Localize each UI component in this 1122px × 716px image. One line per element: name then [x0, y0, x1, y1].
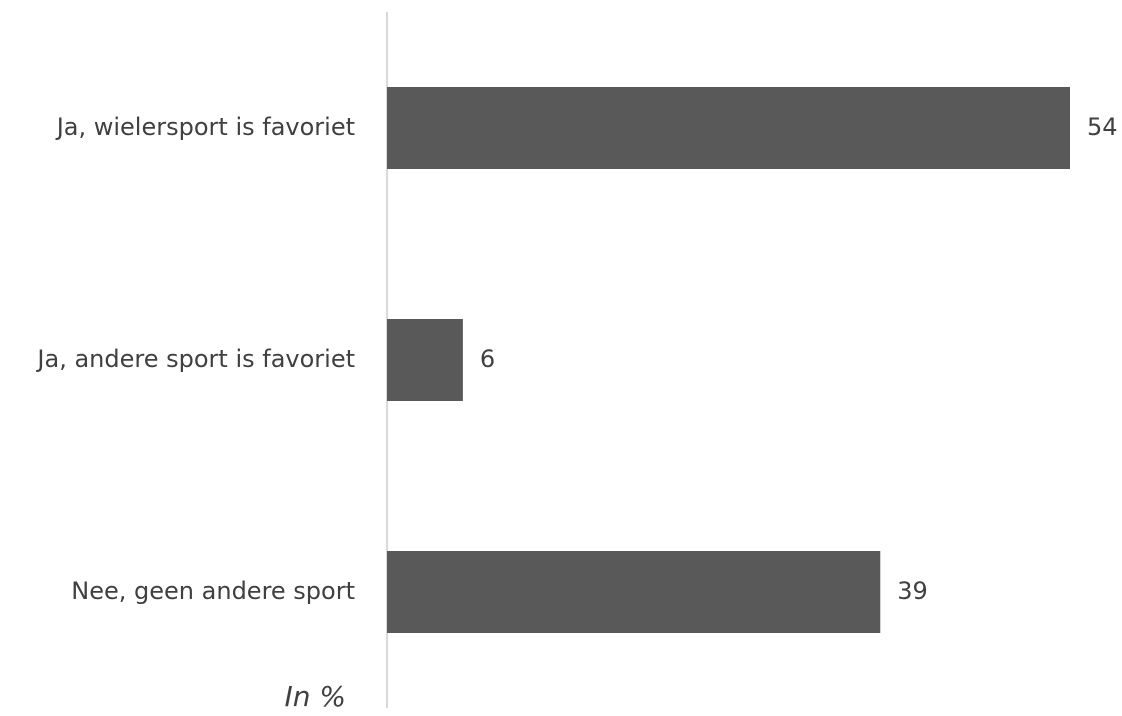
category-label-2: Ja, andere sport is favoriet	[35, 345, 355, 373]
bar-2	[387, 319, 463, 401]
bar-3	[387, 551, 881, 633]
value-label-1: 54	[1087, 113, 1118, 141]
value-label-2: 6	[480, 345, 495, 373]
bar-1	[387, 87, 1070, 169]
category-label-1: Ja, wielersport is favoriet	[55, 113, 355, 141]
value-label-3: 39	[897, 577, 928, 605]
unit-note: In %	[284, 680, 346, 713]
category-labels-group: Ja, wielersport is favoriet Ja, andere sp…	[35, 113, 355, 605]
category-label-3: Nee, geen andere sport	[71, 577, 355, 605]
bars-group	[387, 87, 1070, 633]
value-labels-group: 54 6 39	[480, 113, 1118, 605]
